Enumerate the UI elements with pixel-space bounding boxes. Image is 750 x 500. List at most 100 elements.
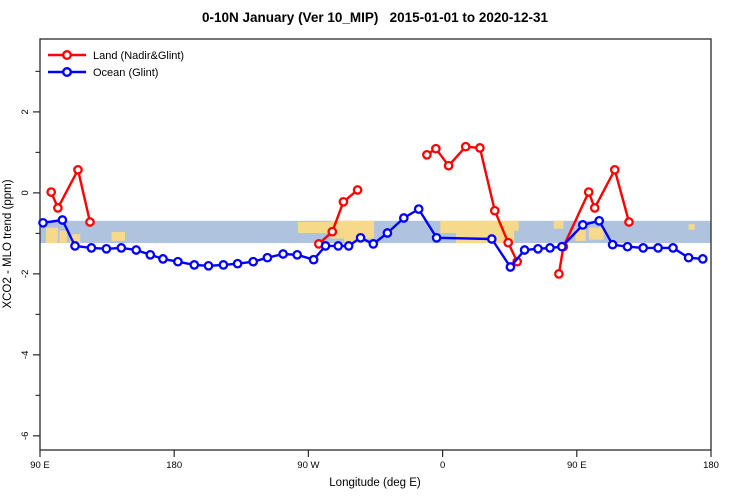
data-point xyxy=(503,237,514,248)
land-patch xyxy=(575,228,586,241)
data-point xyxy=(638,243,649,253)
data-point xyxy=(431,232,442,243)
ocean-band xyxy=(40,220,711,244)
data-point xyxy=(594,215,605,226)
series-ocean-glint- xyxy=(38,204,708,272)
data-point xyxy=(352,185,363,195)
data-point xyxy=(248,256,259,267)
data-point xyxy=(583,187,594,197)
data-point xyxy=(413,204,424,214)
land-patch xyxy=(59,230,67,244)
data-point xyxy=(489,205,500,216)
x-tick-label: 0 xyxy=(440,460,445,471)
land-patch xyxy=(440,220,457,234)
data-point xyxy=(131,245,142,255)
data-point xyxy=(70,241,80,251)
data-point xyxy=(519,245,530,255)
series-land-nadir-glint- xyxy=(46,141,634,279)
series-line xyxy=(317,188,359,246)
land-patch xyxy=(553,220,564,229)
data-point xyxy=(57,215,68,225)
data-point xyxy=(505,262,516,272)
data-point xyxy=(557,241,567,252)
x-axis-label: Longitude (deg E) xyxy=(329,477,421,489)
data-point xyxy=(697,254,708,264)
data-point xyxy=(368,239,379,249)
x-tick-label: 90 W xyxy=(297,460,319,471)
data-point xyxy=(398,213,409,223)
land-patch xyxy=(45,227,58,244)
y-tick-label: -4 xyxy=(20,351,31,359)
land-series-marker-icon xyxy=(62,50,73,61)
data-point xyxy=(545,243,555,253)
y-axis-ticks: 2 0 -2 -4 -6 xyxy=(20,70,40,440)
data-point xyxy=(624,217,634,227)
data-point xyxy=(668,243,678,253)
land-patch xyxy=(69,234,81,244)
data-point xyxy=(86,243,97,253)
chart-title: 0-10N January (Ver 10_MIP) 2015-01-01 to… xyxy=(202,10,548,25)
land-patch xyxy=(688,224,695,230)
land-patch xyxy=(111,231,125,241)
land-patch xyxy=(297,221,331,234)
x-tick-label: 90 E xyxy=(30,460,50,471)
data-point xyxy=(343,241,354,251)
series-line xyxy=(425,145,519,263)
data-point xyxy=(533,243,543,254)
legend: Land (Nadir&Glint) Ocean (Glint) xyxy=(48,50,184,79)
x-tick-label: 180 xyxy=(703,460,719,471)
data-point xyxy=(232,258,243,269)
legend-item-land: Land (Nadir&Glint) xyxy=(48,50,184,62)
latitude-map-band xyxy=(40,220,711,244)
data-point xyxy=(607,239,618,250)
x-tick-label: 180 xyxy=(166,460,182,471)
data-point xyxy=(203,260,214,271)
legend-item-ocean: Ocean (Glint) xyxy=(48,66,158,79)
data-point xyxy=(327,226,338,237)
data-point xyxy=(460,141,471,152)
data-point xyxy=(292,249,303,260)
data-point xyxy=(158,254,168,264)
data-point xyxy=(355,232,366,243)
data-point xyxy=(431,143,441,154)
data-point xyxy=(554,269,564,279)
data-point xyxy=(609,164,620,175)
data-series-layer xyxy=(38,141,708,279)
data-point xyxy=(589,203,600,213)
data-point xyxy=(53,203,63,213)
y-axis-label: XCO2 - MLO trend (ppm) xyxy=(2,179,14,308)
y-tick-label: 2 xyxy=(20,109,31,114)
data-point xyxy=(262,252,273,263)
plot-border xyxy=(39,38,712,451)
data-point xyxy=(338,196,349,207)
data-point xyxy=(577,220,588,230)
data-point xyxy=(333,241,344,251)
data-point xyxy=(475,143,485,153)
data-point xyxy=(278,249,288,259)
data-point xyxy=(85,217,95,227)
y-tick-label: -2 xyxy=(20,270,31,278)
data-point xyxy=(683,252,694,263)
ocean-series-marker-icon xyxy=(62,66,73,77)
data-point xyxy=(308,254,319,265)
data-point xyxy=(443,160,454,171)
data-point xyxy=(653,243,663,253)
data-point xyxy=(382,228,393,238)
data-point xyxy=(173,256,183,267)
legend-label-land: Land (Nadir&Glint) xyxy=(93,50,184,62)
data-point xyxy=(73,164,83,175)
data-point xyxy=(101,243,112,254)
data-point xyxy=(46,187,57,197)
data-point xyxy=(189,260,200,270)
x-tick-label: 90 E xyxy=(567,460,587,471)
data-point xyxy=(145,249,156,260)
data-point xyxy=(218,260,229,270)
land-patch xyxy=(514,220,519,231)
land-patch xyxy=(588,227,604,240)
data-point xyxy=(486,234,497,244)
data-point xyxy=(622,241,633,252)
data-point xyxy=(320,241,331,251)
series-line xyxy=(50,168,92,224)
